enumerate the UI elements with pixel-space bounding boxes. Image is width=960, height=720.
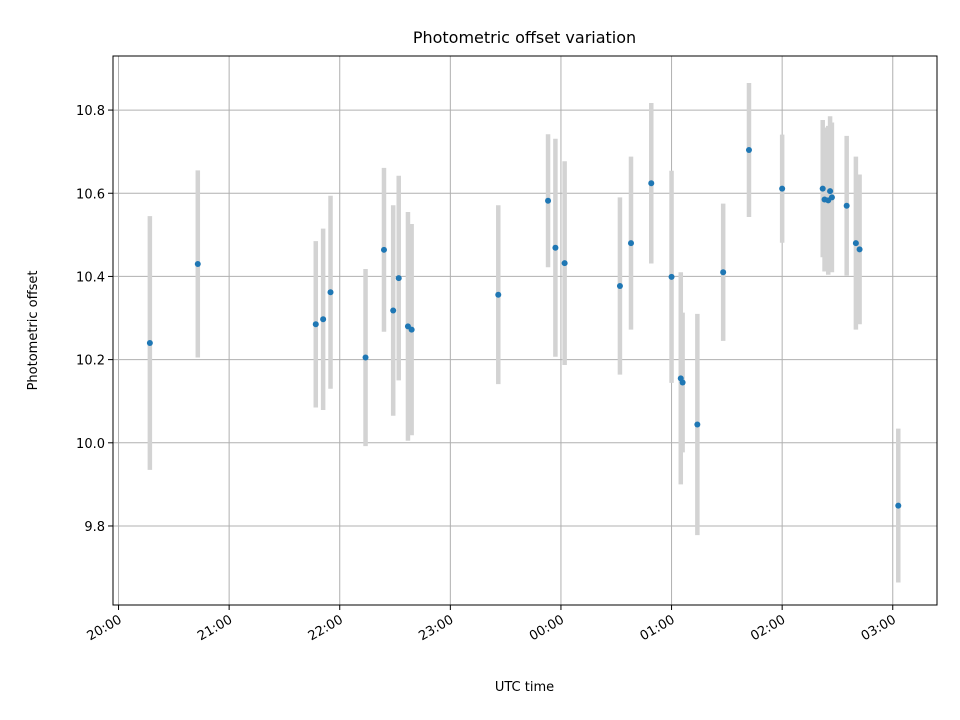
y-tick-label: 10.0 bbox=[76, 437, 105, 452]
data-point bbox=[327, 289, 334, 296]
data-point bbox=[694, 421, 701, 428]
data-point bbox=[616, 282, 623, 289]
chart-title: Photometric offset variation bbox=[413, 28, 636, 47]
data-point bbox=[194, 260, 201, 267]
data-point bbox=[895, 502, 902, 509]
data-point bbox=[495, 291, 502, 298]
data-point bbox=[852, 240, 859, 247]
y-gridlines bbox=[113, 109, 937, 527]
data-point bbox=[779, 185, 786, 192]
data-point bbox=[627, 240, 634, 247]
data-point bbox=[668, 273, 675, 280]
data-point bbox=[552, 244, 559, 251]
data-point bbox=[390, 307, 397, 314]
y-tick-label: 10.6 bbox=[76, 187, 105, 202]
plot-frame bbox=[112, 55, 938, 606]
data-point bbox=[312, 321, 319, 328]
x-axis-label: UTC time bbox=[495, 680, 554, 695]
data-point bbox=[320, 316, 327, 323]
data-point bbox=[828, 194, 835, 201]
y-tick-label: 9.8 bbox=[84, 520, 105, 535]
data-point bbox=[146, 339, 153, 346]
data-point bbox=[679, 379, 686, 386]
data-point bbox=[395, 275, 402, 282]
y-axis-label: Photometric offset bbox=[26, 271, 41, 391]
data-point bbox=[856, 246, 863, 253]
y-tick-label: 10.2 bbox=[76, 354, 105, 369]
y-tick-label: 10.4 bbox=[76, 270, 105, 285]
data-point bbox=[720, 269, 727, 276]
data-point bbox=[380, 246, 387, 253]
y-axis-ticks: 9.8 10.0 10.2 10.4 10.6 10.8 bbox=[76, 104, 113, 535]
data-points bbox=[146, 146, 902, 509]
data-point bbox=[819, 185, 826, 192]
data-point bbox=[545, 197, 552, 204]
data-point bbox=[843, 202, 850, 209]
data-point bbox=[408, 326, 415, 333]
data-point bbox=[362, 354, 369, 361]
data-point bbox=[648, 180, 655, 187]
data-point bbox=[561, 260, 568, 267]
y-tick-label: 10.8 bbox=[76, 104, 105, 119]
data-point bbox=[827, 188, 834, 195]
data-point bbox=[745, 146, 752, 153]
